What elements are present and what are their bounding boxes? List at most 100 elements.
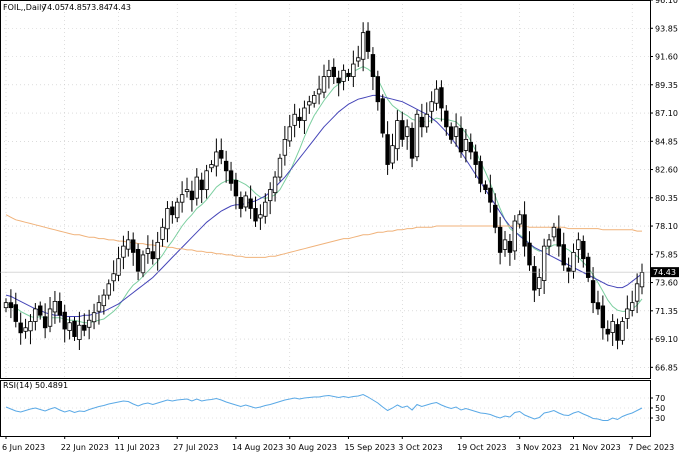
candle [150,239,155,265]
date-tick-label: 27 Jul 2023 [173,443,218,452]
candle [375,70,381,111]
candle-body [625,308,630,319]
candle-body [101,294,107,307]
candle [370,47,376,91]
candle-body [527,242,532,266]
candle-body [429,101,434,112]
candle-body [566,267,571,272]
candle-body [243,195,248,208]
candle [140,250,146,278]
candle [258,204,263,230]
price-tick-label: 71.35 [655,307,678,316]
candle [42,303,48,339]
candle-body [541,245,547,281]
candle [96,295,102,325]
candle-body [532,266,537,291]
candle [400,111,405,147]
candle [184,177,190,198]
date-tick-label: 14 Aug 2023 [232,443,283,452]
candle [179,181,185,213]
candle-body [28,321,33,332]
candle-body [463,138,469,151]
moving-average-line [5,66,643,324]
candle [360,22,366,72]
candle-body [223,160,229,172]
candle [502,230,508,257]
price-tick-label: 91.60 [655,53,678,62]
candle-body [444,110,449,128]
candle [121,235,126,270]
candle [414,109,420,162]
candle-body [414,113,420,158]
candle-body [287,126,292,142]
candle-body [537,277,542,289]
candle-body [253,208,258,222]
candle [287,114,292,147]
candle [316,75,322,105]
candle-body [13,304,18,322]
candle [448,122,454,144]
candle-body [258,214,263,219]
candle [62,304,67,343]
candle-body [346,72,351,78]
candle [512,215,517,260]
candle [468,133,473,160]
date-tick-label: 3 Nov 2023 [516,443,562,452]
candle [634,273,640,314]
candle [409,122,415,168]
rsi-tick-label: 50 [655,404,665,413]
candle-body [47,308,53,327]
candle-body [546,239,552,247]
main-pane-frame [0,0,651,379]
candle [571,243,576,279]
candle-body [620,321,625,341]
candle [458,116,464,158]
candle-body [321,76,327,93]
candle [253,196,258,227]
candle-body [341,69,346,82]
candle-body [160,226,165,240]
candle-body [326,69,332,78]
candle-body [439,87,444,109]
candle [551,222,557,242]
date-tick-label: 19 Oct 2023 [457,443,506,452]
candle-body [473,151,478,165]
candle-body [130,239,136,253]
candle [341,64,346,91]
candle [356,45,361,67]
price-tick-label: 84.85 [655,137,678,146]
candle-body [556,228,562,247]
candle [610,314,615,346]
chart-header-low: 73.84 [86,3,109,12]
rsi-label: RSI(14) 50.4891 [3,381,68,390]
candle-body [145,248,151,254]
candle [106,279,111,300]
price-tick-label: 89.35 [655,81,678,90]
candle-body [116,258,121,276]
candle [312,91,317,108]
candle-body [52,300,58,313]
candle [267,182,273,215]
date-tick-label: 22 Jun 2023 [61,443,109,452]
candle-body [267,189,273,202]
candle-body [302,107,307,121]
candle-body [400,120,405,140]
rsi-tick-label: 70 [655,394,665,403]
price-tick-label: 66.85 [655,363,678,372]
candle [625,295,630,329]
date-tick-label: 21 Nov 2023 [570,443,621,452]
candle [170,201,175,224]
candle-body [493,204,498,228]
candle-body [512,220,517,252]
candle [214,138,219,177]
candle-body [483,184,488,191]
candle [541,238,547,294]
moving-average-layer [5,66,643,324]
candle [238,191,244,218]
candle [67,316,72,340]
candle-body [576,239,581,250]
candle-body [233,179,239,197]
date-tick-label: 15 Sep 2023 [344,443,395,452]
